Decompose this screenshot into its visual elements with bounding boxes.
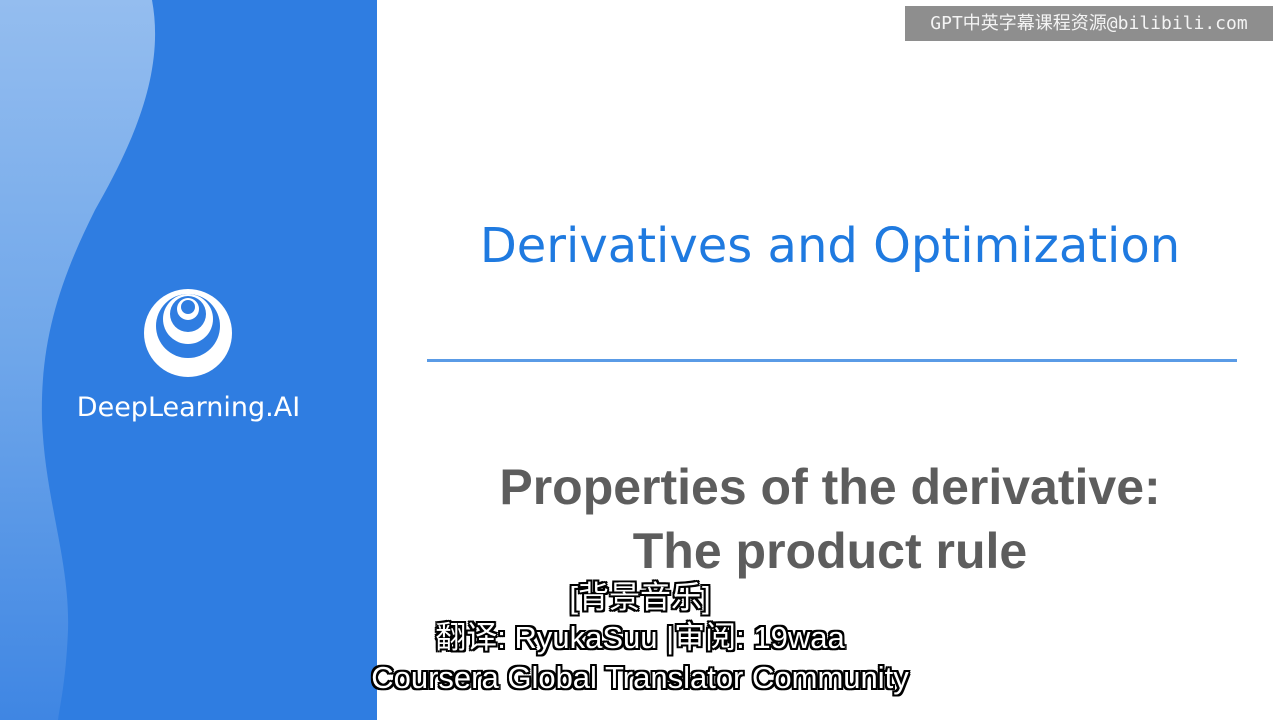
brand-name: DeepLearning.AI [76, 392, 301, 423]
title-divider [427, 359, 1237, 362]
concentric-circles-logo-icon [144, 289, 232, 377]
wave-decoration [0, 0, 156, 720]
watermark-label: GPT中英字幕课程资源@bilibili.com [905, 6, 1273, 41]
lesson-title: Properties of the derivative: The produc… [380, 455, 1280, 583]
lesson-title-line2: The product rule [632, 523, 1028, 579]
subtitle-line-credits: 翻译: RyukaSuu |审阅: 19waa [435, 620, 845, 655]
course-title: Derivatives and Optimization [479, 218, 1181, 274]
subtitle-overlay: [背景音乐] 翻译: RyukaSuu |审阅: 19waa Coursera … [300, 578, 980, 698]
subtitle-line-music: [背景音乐] [569, 580, 711, 615]
subtitle-line-community: Coursera Global Translator Community [371, 660, 909, 695]
brand-side-panel: DeepLearning.AI [0, 0, 377, 720]
lesson-title-line1: Properties of the derivative: [499, 459, 1161, 515]
